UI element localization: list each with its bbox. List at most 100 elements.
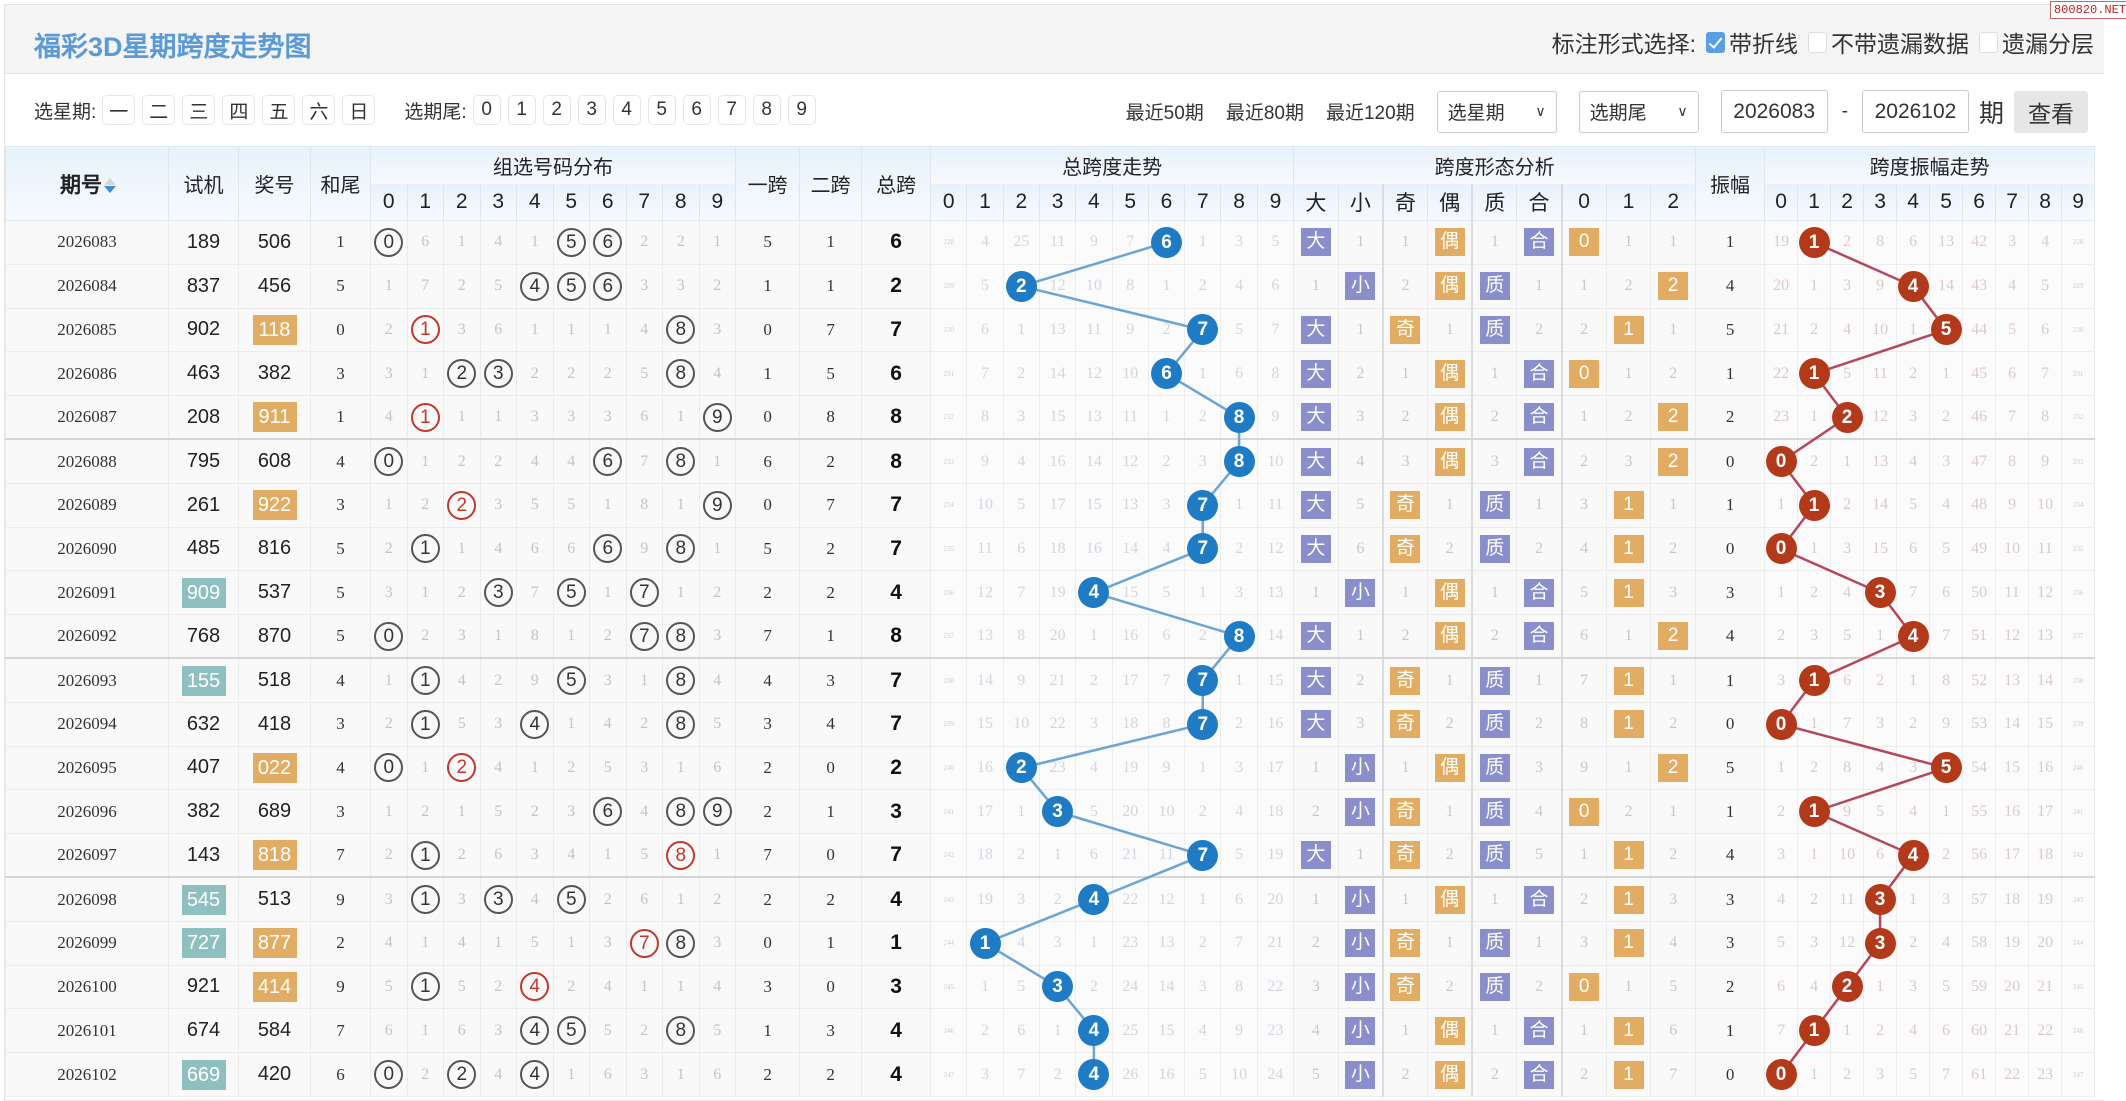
span-ball: 8 <box>1223 446 1255 478</box>
tail-button[interactable]: 3 <box>577 95 606 125</box>
amp-trend-miss-cell: 22 <box>1995 1052 2030 1097</box>
span-trend-miss-cell: 15 <box>966 701 1004 747</box>
form-hit-badge: 0 <box>1569 359 1600 388</box>
dist-hit-cell: 6 <box>589 220 627 265</box>
amp-trend-miss-cell: 7 <box>1929 1052 1964 1097</box>
form-miss-cell: 2 <box>1337 657 1384 703</box>
dist-hit-cell: 8 <box>662 614 700 660</box>
recent-80-link[interactable]: 最近80期 <box>1225 103 1304 124</box>
form-miss-cell: 1 <box>1427 657 1473 703</box>
dist-miss-cell: 5 <box>698 701 737 747</box>
amp-trend-miss-cell: 17 <box>1995 833 2030 879</box>
dist-miss-cell: 3 <box>516 395 554 441</box>
span-trend-miss-cell: 14 <box>1111 526 1149 572</box>
form-miss-cell: 6 <box>1337 526 1384 572</box>
dist-miss-cell: 3 <box>625 1052 663 1097</box>
polyline-checkbox[interactable] <box>1706 31 1725 53</box>
tail-button[interactable]: 7 <box>717 95 746 125</box>
amp-trend-miss-cell: 3 <box>1764 657 1799 703</box>
trial-number: 727 <box>181 928 226 959</box>
dist-hit-cell: 7 <box>625 614 663 660</box>
dist-hit-cell: 3 <box>479 570 517 616</box>
amp-trend-miss-cell: 8 <box>2028 395 2063 441</box>
polyline-option-label[interactable]: 带折线 <box>1729 31 1798 57</box>
amp-ball: 2 <box>1831 401 1863 433</box>
span-trend-digit-header: 5 <box>1111 183 1149 221</box>
form-hit-cell: 合 <box>1516 220 1563 265</box>
form-group-header: 跨度形态分析 <box>1293 146 1697 184</box>
span-trend-hit-cell: 4 <box>1075 876 1113 922</box>
form-hit-cell: 小 <box>1337 745 1384 791</box>
amp-trend-miss-cell: 3 <box>1896 395 1931 441</box>
amp-trend-miss-cell: 2 <box>1764 789 1799 835</box>
dist-miss-cell: 2 <box>406 789 444 835</box>
dist-miss-cell: 2 <box>625 701 663 747</box>
draw-number: 922 <box>252 490 297 521</box>
miss-layer-option-label[interactable]: 遗漏分层 <box>2002 31 2094 57</box>
amp-ball: 3 <box>1864 884 1896 916</box>
table-row: 2026099 727 877 2 4 1 4 1 5 1 3 7 8 3 0 1 1 244 1 4 3 1 23 13 2 7… <box>5 920 2096 966</box>
to-issue-input[interactable]: 2026102 <box>1861 90 1969 133</box>
span-trend-miss-cell: 14 <box>1147 964 1186 1010</box>
issue-cell: 2026094 <box>5 701 169 747</box>
weekday-button[interactable]: 六 <box>302 95 336 125</box>
recent-120-link[interactable]: 最近120期 <box>1325 103 1415 124</box>
span-cell: 8 <box>861 614 932 660</box>
tail-button[interactable]: 8 <box>752 95 781 125</box>
recent-50-link[interactable]: 最近50期 <box>1125 103 1204 124</box>
site-watermark: 800820.NET <box>2049 1 2126 19</box>
dist-hit-circle: 2 <box>447 490 477 520</box>
issue-header[interactable]: 期号 <box>5 146 169 221</box>
dist-hit-circle: 4 <box>520 709 550 739</box>
span1-cell: 2 <box>735 789 801 835</box>
no-miss-data-option-label[interactable]: 不带遗漏数据 <box>1831 31 1969 57</box>
miss-layer-checkbox[interactable] <box>1979 31 1998 53</box>
weekday-button[interactable]: 四 <box>222 95 256 125</box>
form-miss-cell: 1 <box>1381 220 1429 265</box>
span-trend-miss-cell: 10 <box>1002 701 1040 747</box>
tail-button[interactable]: 1 <box>507 95 536 125</box>
weekday-button[interactable]: 五 <box>262 95 296 125</box>
amp-ball: 4 <box>1897 839 1929 871</box>
amp-trend-miss-cell: 3 <box>1830 263 1865 309</box>
span-trend-miss-cell: 24 <box>1256 1052 1295 1097</box>
form-miss-cell: 1 <box>1427 307 1473 353</box>
issue-cell: 2026086 <box>5 351 169 397</box>
tail-button[interactable]: 0 <box>472 95 501 125</box>
tail-button[interactable]: 9 <box>787 95 816 125</box>
tail-button[interactable]: 6 <box>682 95 711 125</box>
weekday-button[interactable]: 二 <box>142 95 176 125</box>
weekday-button[interactable]: 一 <box>102 95 136 125</box>
span-ball: 4 <box>1078 884 1110 916</box>
draw-cell: 420 <box>238 1052 311 1097</box>
tail-button[interactable]: 4 <box>612 95 641 125</box>
dist-hit-circle: 4 <box>520 271 550 301</box>
form-hit-cell: 奇 <box>1381 526 1429 572</box>
tail-button[interactable]: 2 <box>542 95 571 125</box>
form-miss-cell: 1 <box>1381 351 1429 397</box>
form-hit-badge: 大 <box>1300 403 1331 432</box>
dist-miss-cell: 8 <box>516 614 554 660</box>
view-button[interactable]: 查看 <box>2014 90 2088 133</box>
no-miss-data-checkbox[interactable] <box>1808 31 1827 53</box>
tail-button[interactable]: 5 <box>647 95 676 125</box>
amp-trend-hit-cell: 0 <box>1764 1052 1799 1097</box>
tail-select[interactable]: 选期尾 ∨ <box>1578 90 1699 133</box>
from-issue-input[interactable]: 2026083 <box>1720 90 1828 133</box>
dist-hit-cell: 1 <box>406 964 444 1010</box>
weekday-button[interactable]: 三 <box>182 95 216 125</box>
dist-miss-cell: 6 <box>443 1008 481 1054</box>
span-ball: 1 <box>969 927 1001 959</box>
weekday-button[interactable]: 日 <box>342 95 376 125</box>
draw-cell: 911 <box>238 395 311 441</box>
form-hit-cell: 小 <box>1337 263 1384 309</box>
span-trend-miss-cell: 234 <box>930 482 968 528</box>
form-hit-badge: 0 <box>1569 228 1600 257</box>
amp-trend-miss-cell: 47 <box>1962 438 1997 484</box>
weekday-select[interactable]: 选星期 ∨ <box>1436 90 1557 133</box>
dist-miss-cell: 2 <box>625 1008 663 1054</box>
sort-icon[interactable] <box>104 178 116 194</box>
issue-cell: 2026084 <box>5 263 169 309</box>
dist-hit-cell: 6 <box>589 263 627 309</box>
amp-trend-miss-cell: 232 <box>2061 395 2096 441</box>
